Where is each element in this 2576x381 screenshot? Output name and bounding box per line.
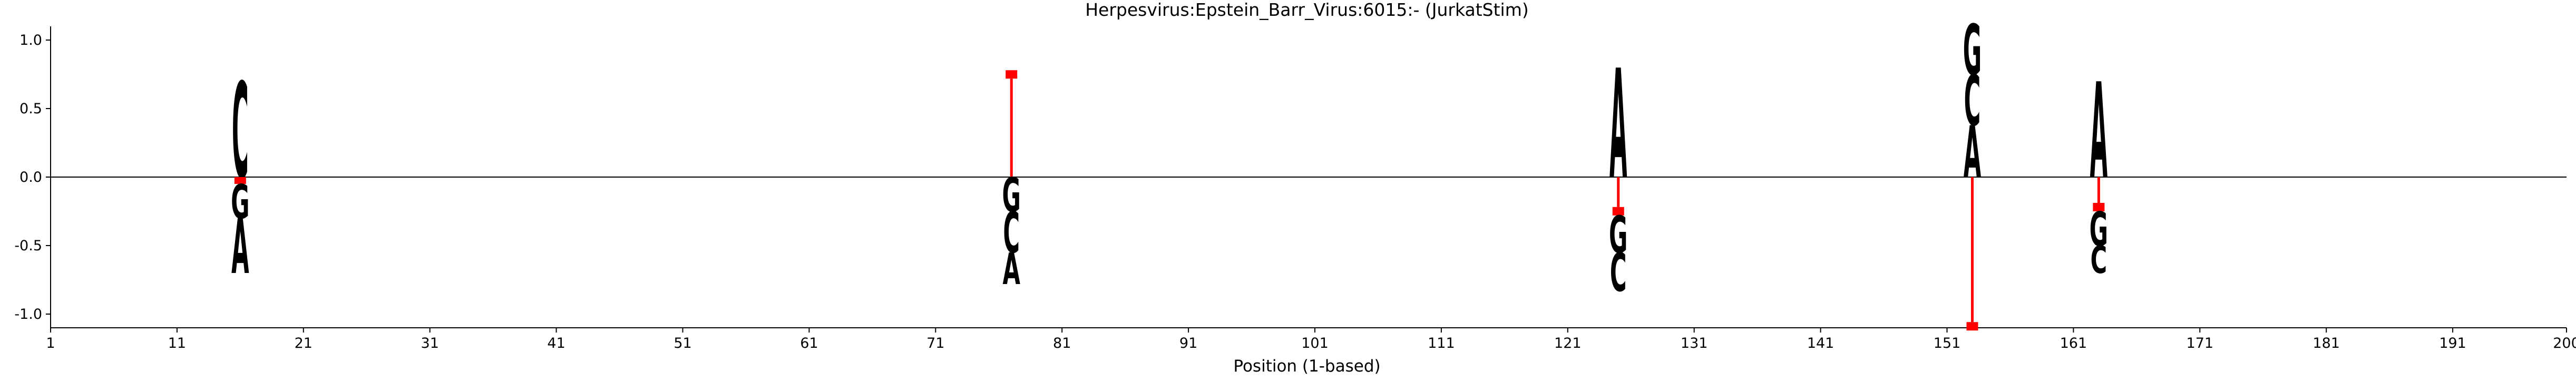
- x-tick-label: 31: [421, 335, 439, 351]
- logo-letter-C: C: [1003, 201, 1020, 267]
- x-tick-label: 71: [926, 335, 944, 351]
- x-tick-label: 121: [1554, 335, 1582, 351]
- logo-letter-G: G: [1609, 206, 1627, 265]
- gap-stem: [1010, 79, 1013, 177]
- y-tick-label: -0.5: [14, 238, 42, 254]
- logo-letter-G: G: [1002, 168, 1021, 222]
- y-tick-label: 1.0: [19, 32, 42, 48]
- x-tick-label: 1: [46, 335, 55, 351]
- x-tick-label: 151: [1934, 335, 1961, 351]
- gap-stem: [1970, 177, 1974, 323]
- x-tick-label: 41: [547, 335, 565, 351]
- x-tick-label: 101: [1301, 335, 1329, 351]
- x-axis-title: Position (1-based): [1233, 357, 1380, 376]
- logo-letter-G: G: [231, 174, 249, 229]
- x-tick-label: 131: [1681, 335, 1708, 351]
- x-tick-label: 51: [674, 335, 691, 351]
- x-tick-label: 191: [2439, 335, 2466, 351]
- x-tick-label: 181: [2312, 335, 2340, 351]
- logo-letter-G: G: [1963, 11, 1982, 91]
- x-tick-label: 81: [1053, 335, 1071, 351]
- plot-area: 1.00.50.0-0.5-1.01 11 21 31 41 51 61 71 81 91 101 1…: [14, 11, 2576, 351]
- gap-stem: [1617, 177, 1620, 207]
- gap-stem: [2097, 177, 2100, 203]
- logo-letter-A: A: [1003, 245, 1021, 295]
- gap-block: [2093, 203, 2105, 211]
- x-tick-label: 141: [1807, 335, 1835, 351]
- gap-block: [1966, 322, 1978, 331]
- gap-block: [1612, 207, 1624, 216]
- x-tick-label: 21: [295, 335, 313, 351]
- gap-block: [234, 177, 246, 184]
- y-tick-label: 0.5: [19, 101, 42, 117]
- logo-letter-C: C: [2091, 238, 2107, 281]
- x-tick-label: 61: [800, 335, 818, 351]
- y-tick-label: 0.0: [19, 169, 42, 185]
- logo-letter-G: G: [2090, 202, 2108, 257]
- chart-title: Herpesvirus:Epstein_Barr_Virus:6015:- (J…: [1085, 0, 1529, 20]
- x-tick-label: 11: [168, 335, 186, 351]
- logo-letter-C: C: [1610, 243, 1627, 304]
- x-tick-label: 161: [2060, 335, 2087, 351]
- x-tick-label: 111: [1428, 335, 1455, 351]
- x-tick-label: 171: [2187, 335, 2214, 351]
- x-tick-label: 200: [2553, 335, 2576, 351]
- logo-letter-C: C: [1964, 61, 1981, 142]
- gap-block: [1006, 70, 1018, 79]
- x-tick-label: 91: [1179, 335, 1197, 351]
- logo-letter-A: A: [231, 203, 249, 290]
- y-tick-label: -1.0: [14, 306, 42, 323]
